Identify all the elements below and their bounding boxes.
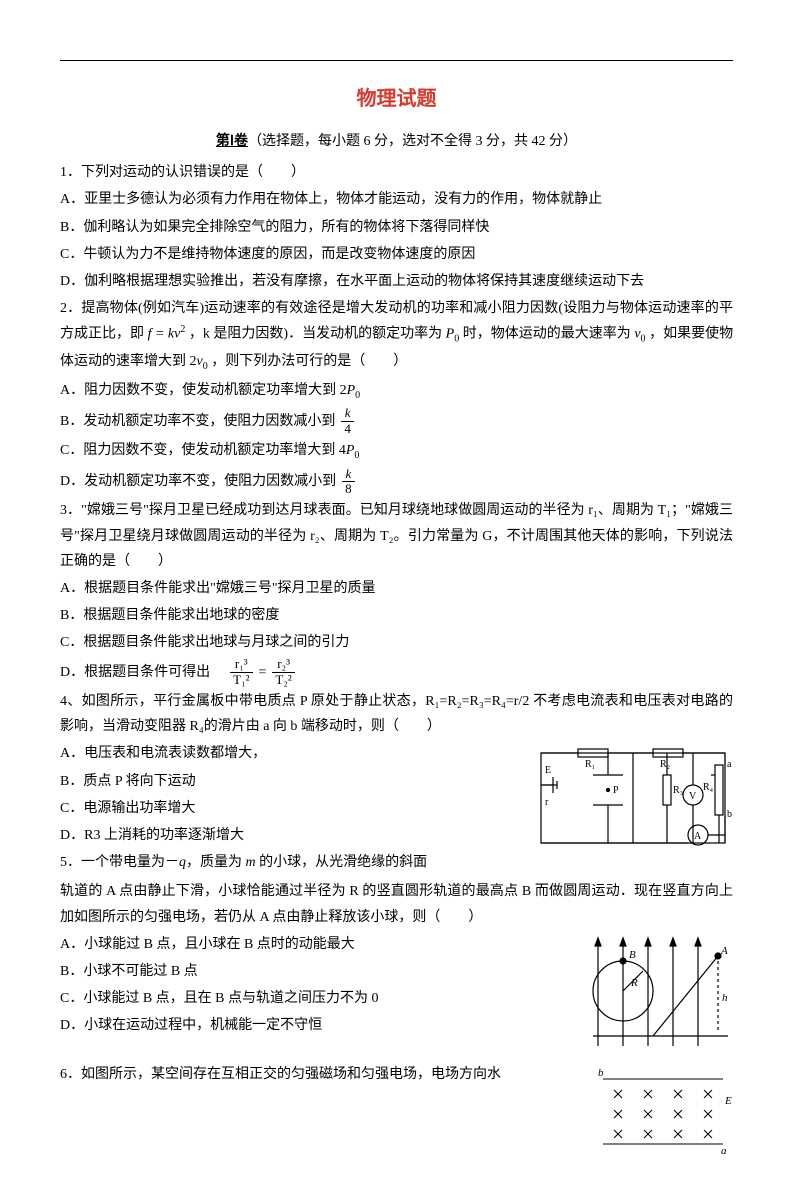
label-R3: R₃ (673, 785, 683, 796)
q3-opt-d: D．根据题目条件可得出 r₁³ T₁² = r₂³ T₂² (60, 657, 733, 687)
q5-text-c: 的小球，从光滑绝缘的斜面 (256, 855, 428, 870)
q2-b-text: B．发动机额定功率不变，使阻力因数减小到 (60, 409, 335, 434)
q2-b-frac: k 4 (341, 406, 354, 436)
section-desc: （选择题，每小题 6 分，选对不全得 3 分，共 42 分） (248, 134, 577, 149)
label-a: a (727, 759, 732, 770)
q5-q: q (179, 855, 186, 870)
section-label: 第Ⅰ卷 (216, 134, 248, 149)
q3-d-rfrac: r₂³ T₂² (272, 657, 294, 687)
q3-d-text: D．根据题目条件可得出 (60, 660, 224, 685)
label-R4: R₄ (703, 782, 714, 793)
label-A5: A (720, 945, 728, 957)
q2-text-e: ，则下列办法可行的是（ ） (211, 354, 407, 369)
page-title: 物理试题 (60, 81, 733, 117)
q5-text-a: 5．一个带电量为－ (60, 855, 179, 870)
q1-opt-d: D．伽利略根据理想实验推出，若没有摩擦，在水平面上运动的物体将保持其速度继续运动… (60, 269, 733, 294)
label-b6: b (598, 1067, 604, 1079)
q2-v0b-sub: 0 (203, 361, 208, 372)
q2-stem: 2．提高物体(例如汽车)运动速率的有效途径是增大发动机的功率和减小阻力因数(设阻… (60, 296, 733, 375)
q5-m: m (246, 855, 256, 870)
label-r: r (545, 797, 549, 808)
q3-opt-a: A．根据题目条件能求出"嫦娥三号"探月卫星的质量 (60, 576, 733, 601)
label-B: B (629, 949, 636, 961)
top-rule (60, 60, 733, 61)
q2-P0: P (446, 327, 455, 342)
q2-c-Psub: 0 (354, 450, 359, 461)
q1-opt-a: A．亚里士多德认为必须有力作用在物体上，物体才能运动，没有力的作用，物体就静止 (60, 187, 733, 212)
q2-v0-sub: 0 (641, 334, 646, 345)
q2-a-Psub: 0 (355, 389, 360, 400)
q3-d-rden: T₂² (272, 673, 294, 687)
label-E6: E (724, 1095, 732, 1107)
q4-stem: 4、如图所示，平行金属板中带电质点 P 原处于静止状态，R₁=R₂=R₃=R₄=… (60, 689, 733, 739)
q2-b-num: k (341, 406, 354, 421)
exam-page: 物理试题 第Ⅰ卷（选择题，每小题 6 分，选对不全得 3 分，共 42 分） 1… (0, 0, 793, 1198)
q2-P0-sub: 0 (454, 334, 459, 345)
label-a6: a (721, 1145, 727, 1154)
q2-eq-sup: 2 (180, 324, 185, 335)
q1-opt-b: B．伽利略认为如果完全排除空气的阻力，所有的物体将下落得同样快 (60, 215, 733, 240)
label-R1: R₁ (585, 759, 595, 770)
q3-d-lden: T₁² (230, 673, 252, 687)
q2-d-text: D．发动机额定功率不变，使阻力因数减小到 (60, 469, 336, 494)
q3-d-rnum: r₂³ (272, 657, 294, 672)
q1-opt-c: C．牛顿认为力不是维持物体速度的原因，而是改变物体速度的原因 (60, 242, 733, 267)
q2-opt-a: A．阻力因数不变，使发动机额定功率增大到 2P0 (60, 378, 733, 405)
label-A: A (694, 831, 702, 842)
q2-text-b: ，k 是阻力因数)．当发动机的额定功率为 (189, 327, 442, 342)
q2-a-P: P (347, 383, 356, 398)
q2-eq-fkv: f = kv (148, 327, 181, 342)
q3-d-lnum: r₁³ (230, 657, 252, 672)
q2-opt-d: D．发动机额定功率不变，使阻力因数减小到 k 8 (60, 467, 733, 497)
q1-stem: 1．下列对运动的认识错误的是（ ） (60, 160, 733, 185)
q5-stem-line2: 轨道的 A 点由静止下滑，小球恰能通过半径为 R 的竖直圆形轨道的最高点 B 而… (60, 879, 733, 929)
q2-text-c: 时，物体运动的最大速率为 (463, 327, 631, 342)
label-V: V (689, 791, 697, 802)
label-R2: R₂ (660, 759, 670, 770)
q2-d-num: k (342, 467, 355, 482)
q3-d-lfrac: r₁³ T₁² (230, 657, 252, 687)
q3-opt-b: B．根据题目条件能求出地球的密度 (60, 603, 733, 628)
q5-track-diagram: B R A h (583, 936, 733, 1056)
q2-b-den: 4 (341, 422, 354, 436)
q2-a-text: A．阻力因数不变，使发动机额定功率增大到 2 (60, 383, 347, 398)
q2-c-text: C．阻力因数不变，使发动机额定功率增大到 4 (60, 443, 346, 458)
q2-opt-c: C．阻力因数不变，使发动机额定功率增大到 4P0 (60, 438, 733, 465)
q3-d-eq: = (259, 660, 267, 685)
section-subtitle: 第Ⅰ卷（选择题，每小题 6 分，选对不全得 3 分，共 42 分） (60, 129, 733, 154)
q2-d-den: 8 (342, 482, 355, 496)
q2-d-frac: k 8 (342, 467, 355, 497)
label-h: h (722, 992, 728, 1004)
q6-field-diagram: b E a (593, 1064, 733, 1154)
q4-circuit-diagram: E r P R₁ R₂ R₃ R₄ V A a b (533, 745, 733, 855)
label-b: b (727, 809, 732, 820)
q3-stem: 3．"嫦娥三号"探月卫星已经成功到达月球表面。已知月球绕地球做圆周运动的半径为 … (60, 498, 733, 574)
label-R: R (630, 977, 638, 989)
q5-text-b: ，质量为 (186, 855, 246, 870)
label-E: E (545, 765, 551, 776)
label-P: P (613, 785, 619, 796)
q3-opt-c: C．根据题目条件能求出地球与月球之间的引力 (60, 630, 733, 655)
q2-opt-b: B．发动机额定功率不变，使阻力因数减小到 k 4 (60, 406, 733, 436)
